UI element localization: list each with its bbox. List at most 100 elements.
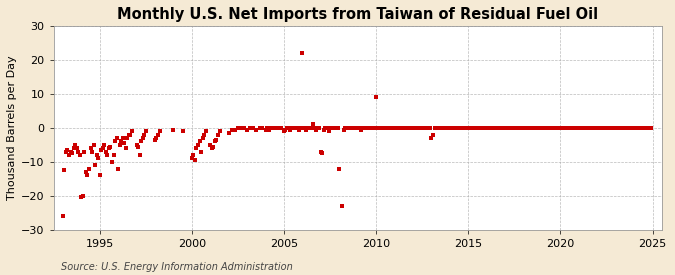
Point <box>510 126 521 130</box>
Point <box>497 126 508 130</box>
Point <box>543 126 554 130</box>
Point <box>646 126 657 130</box>
Point <box>279 129 290 133</box>
Point <box>597 126 608 130</box>
Point <box>432 126 443 130</box>
Point <box>592 126 603 130</box>
Point <box>366 126 377 130</box>
Point <box>136 139 146 144</box>
Y-axis label: Thousand Barrels per Day: Thousand Barrels per Day <box>7 56 17 200</box>
Point <box>502 126 512 130</box>
Point <box>90 163 101 167</box>
Point <box>605 126 616 130</box>
Point <box>125 133 136 137</box>
Point <box>349 126 360 130</box>
Point <box>445 126 456 130</box>
Point <box>485 126 495 130</box>
Point <box>280 127 291 132</box>
Point <box>95 173 105 178</box>
Point <box>233 126 244 130</box>
Point <box>404 126 415 130</box>
Point <box>266 126 277 130</box>
Point <box>629 126 640 130</box>
Point <box>192 143 203 147</box>
Point <box>262 126 273 130</box>
Point <box>357 126 368 130</box>
Point <box>468 126 479 130</box>
Point <box>113 166 124 171</box>
Point <box>603 126 614 130</box>
Point <box>387 126 398 130</box>
Point <box>627 126 638 130</box>
Point <box>284 126 294 130</box>
Point <box>451 126 462 130</box>
Point <box>348 126 358 130</box>
Point <box>426 136 437 140</box>
Point <box>242 127 252 132</box>
Point <box>586 126 597 130</box>
Point <box>63 153 74 157</box>
Point <box>342 126 352 130</box>
Point <box>368 126 379 130</box>
Point <box>207 146 217 150</box>
Point <box>452 126 463 130</box>
Point <box>263 127 274 132</box>
Point <box>411 126 422 130</box>
Point <box>609 126 620 130</box>
Point <box>199 133 210 137</box>
Point <box>351 126 362 130</box>
Point <box>598 126 609 130</box>
Point <box>239 126 250 130</box>
Point <box>464 126 475 130</box>
Point <box>612 126 622 130</box>
Point <box>363 126 374 130</box>
Point <box>469 126 480 130</box>
Point <box>474 126 485 130</box>
Point <box>406 126 417 130</box>
Point <box>460 126 470 130</box>
Point <box>236 126 246 130</box>
Point <box>313 126 323 130</box>
Point <box>314 126 325 130</box>
Point <box>508 126 518 130</box>
Point <box>111 136 122 140</box>
Point <box>608 126 618 130</box>
Point <box>462 126 472 130</box>
Point <box>326 126 337 130</box>
Point <box>65 149 76 154</box>
Point <box>375 126 386 130</box>
Point <box>403 126 414 130</box>
Point <box>584 126 595 130</box>
Point <box>566 126 576 130</box>
Point <box>352 126 363 130</box>
Point <box>449 126 460 130</box>
Point <box>493 126 504 130</box>
Point <box>80 170 91 174</box>
Point <box>297 51 308 55</box>
Point <box>504 126 515 130</box>
Point <box>580 126 591 130</box>
Point <box>260 127 271 132</box>
Point <box>358 126 369 130</box>
Point <box>281 126 292 130</box>
Point <box>133 144 144 149</box>
Point <box>630 126 641 130</box>
Point <box>74 153 85 157</box>
Point <box>633 126 644 130</box>
Point <box>124 133 134 137</box>
Point <box>439 126 450 130</box>
Point <box>323 129 334 133</box>
Point <box>340 126 351 130</box>
Point <box>294 127 304 132</box>
Point <box>443 126 454 130</box>
Point <box>117 136 128 140</box>
Point <box>197 136 208 140</box>
Point <box>455 126 466 130</box>
Point <box>101 149 111 154</box>
Point <box>108 153 119 157</box>
Point <box>131 143 142 147</box>
Point <box>105 144 116 149</box>
Point <box>463 126 474 130</box>
Point <box>62 148 73 152</box>
Point <box>97 146 108 150</box>
